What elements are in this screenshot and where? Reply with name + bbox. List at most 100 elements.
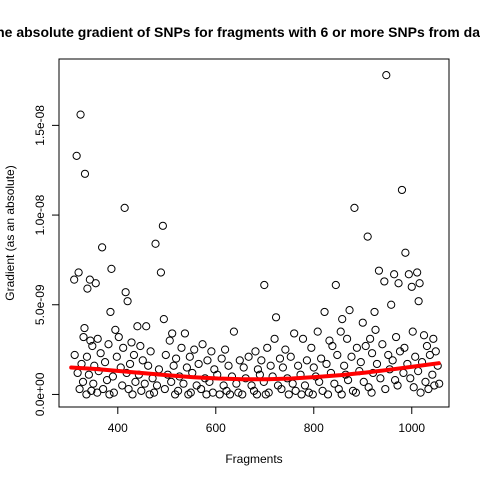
- data-point: [215, 390, 224, 399]
- x-tick-label: 400: [108, 421, 128, 435]
- data-point: [371, 325, 380, 334]
- data-point: [320, 307, 329, 317]
- data-point: [93, 388, 102, 397]
- data-point: [419, 331, 429, 340]
- data-point: [411, 352, 420, 361]
- data-point: [363, 232, 372, 241]
- data-point: [266, 361, 275, 370]
- data-point: [229, 327, 239, 336]
- data-point: [100, 358, 110, 367]
- data-point: [146, 347, 155, 356]
- data-point: [409, 383, 418, 392]
- data-point: [98, 243, 107, 252]
- data-point: [350, 203, 359, 212]
- data-point: [108, 372, 117, 381]
- data-point: [351, 388, 361, 397]
- data-point: [138, 356, 147, 365]
- data-point: [182, 363, 191, 372]
- data-point: [408, 327, 417, 336]
- data-point: [186, 388, 195, 397]
- data-point: [278, 363, 288, 372]
- data-point: [413, 268, 422, 277]
- data-point: [196, 384, 206, 394]
- data-point: [376, 374, 385, 383]
- data-point: [257, 356, 266, 365]
- data-point: [168, 329, 177, 338]
- data-point: [424, 384, 433, 394]
- data-point: [367, 349, 377, 358]
- data-point: [171, 390, 180, 399]
- data-point: [238, 390, 247, 399]
- data-point: [374, 266, 384, 275]
- data-point: [291, 386, 300, 395]
- data-point: [125, 359, 135, 369]
- data-point: [219, 381, 228, 390]
- data-point: [137, 386, 146, 395]
- data-point: [165, 336, 174, 345]
- scatter-points: [70, 71, 444, 399]
- data-point: [430, 381, 439, 390]
- data-point: [76, 110, 85, 119]
- data-point: [152, 381, 162, 390]
- data-point: [151, 239, 160, 248]
- data-point: [404, 270, 413, 279]
- data-point: [406, 374, 415, 383]
- data-point: [104, 340, 113, 349]
- data-point: [79, 332, 88, 342]
- data-point: [390, 270, 399, 279]
- data-point: [207, 347, 216, 356]
- data-point: [288, 379, 297, 388]
- data-point: [263, 343, 272, 352]
- data-point: [315, 377, 324, 386]
- data-point: [133, 322, 142, 331]
- data-point: [393, 381, 402, 390]
- data-point: [302, 356, 312, 365]
- data-point: [367, 388, 376, 397]
- data-point: [388, 356, 397, 365]
- data-point: [129, 350, 139, 360]
- data-point: [217, 354, 226, 363]
- y-tick-label: 1.5e-08: [33, 105, 47, 146]
- data-point: [161, 350, 170, 360]
- data-point: [80, 323, 89, 333]
- data-point: [169, 361, 178, 370]
- data-point: [366, 334, 375, 343]
- data-point: [309, 363, 318, 372]
- data-point: [333, 350, 342, 360]
- data-point: [342, 334, 352, 343]
- data-point: [119, 343, 128, 352]
- data-point: [190, 345, 199, 354]
- data-point: [112, 352, 121, 361]
- data-point: [106, 307, 115, 317]
- data-point: [203, 356, 212, 365]
- data-point: [107, 264, 116, 273]
- data-point: [428, 370, 437, 379]
- data-point: [156, 268, 166, 277]
- data-point: [88, 341, 97, 351]
- data-point: [118, 381, 127, 390]
- data-point: [361, 341, 370, 351]
- data-point: [114, 332, 123, 342]
- data-point: [313, 327, 322, 336]
- data-point: [271, 313, 281, 322]
- data-point: [323, 390, 333, 399]
- x-tick-label: 600: [206, 421, 226, 435]
- data-point: [145, 390, 154, 399]
- data-point: [284, 390, 293, 399]
- data-point: [415, 279, 424, 288]
- data-point: [338, 315, 347, 324]
- data-point: [86, 336, 95, 345]
- y-axis-label: Gradient (as an absolute): [3, 165, 17, 300]
- data-point: [72, 151, 81, 160]
- x-axis: 400 600 800 1000: [108, 406, 425, 435]
- data-point: [378, 340, 387, 349]
- data-point: [334, 384, 343, 394]
- data-point: [347, 352, 356, 361]
- data-point: [407, 282, 416, 291]
- data-point: [136, 341, 145, 351]
- data-point: [167, 377, 176, 386]
- data-point: [120, 203, 129, 212]
- data-point: [184, 390, 193, 399]
- data-point: [111, 325, 120, 334]
- trend-line-group: [69, 361, 441, 382]
